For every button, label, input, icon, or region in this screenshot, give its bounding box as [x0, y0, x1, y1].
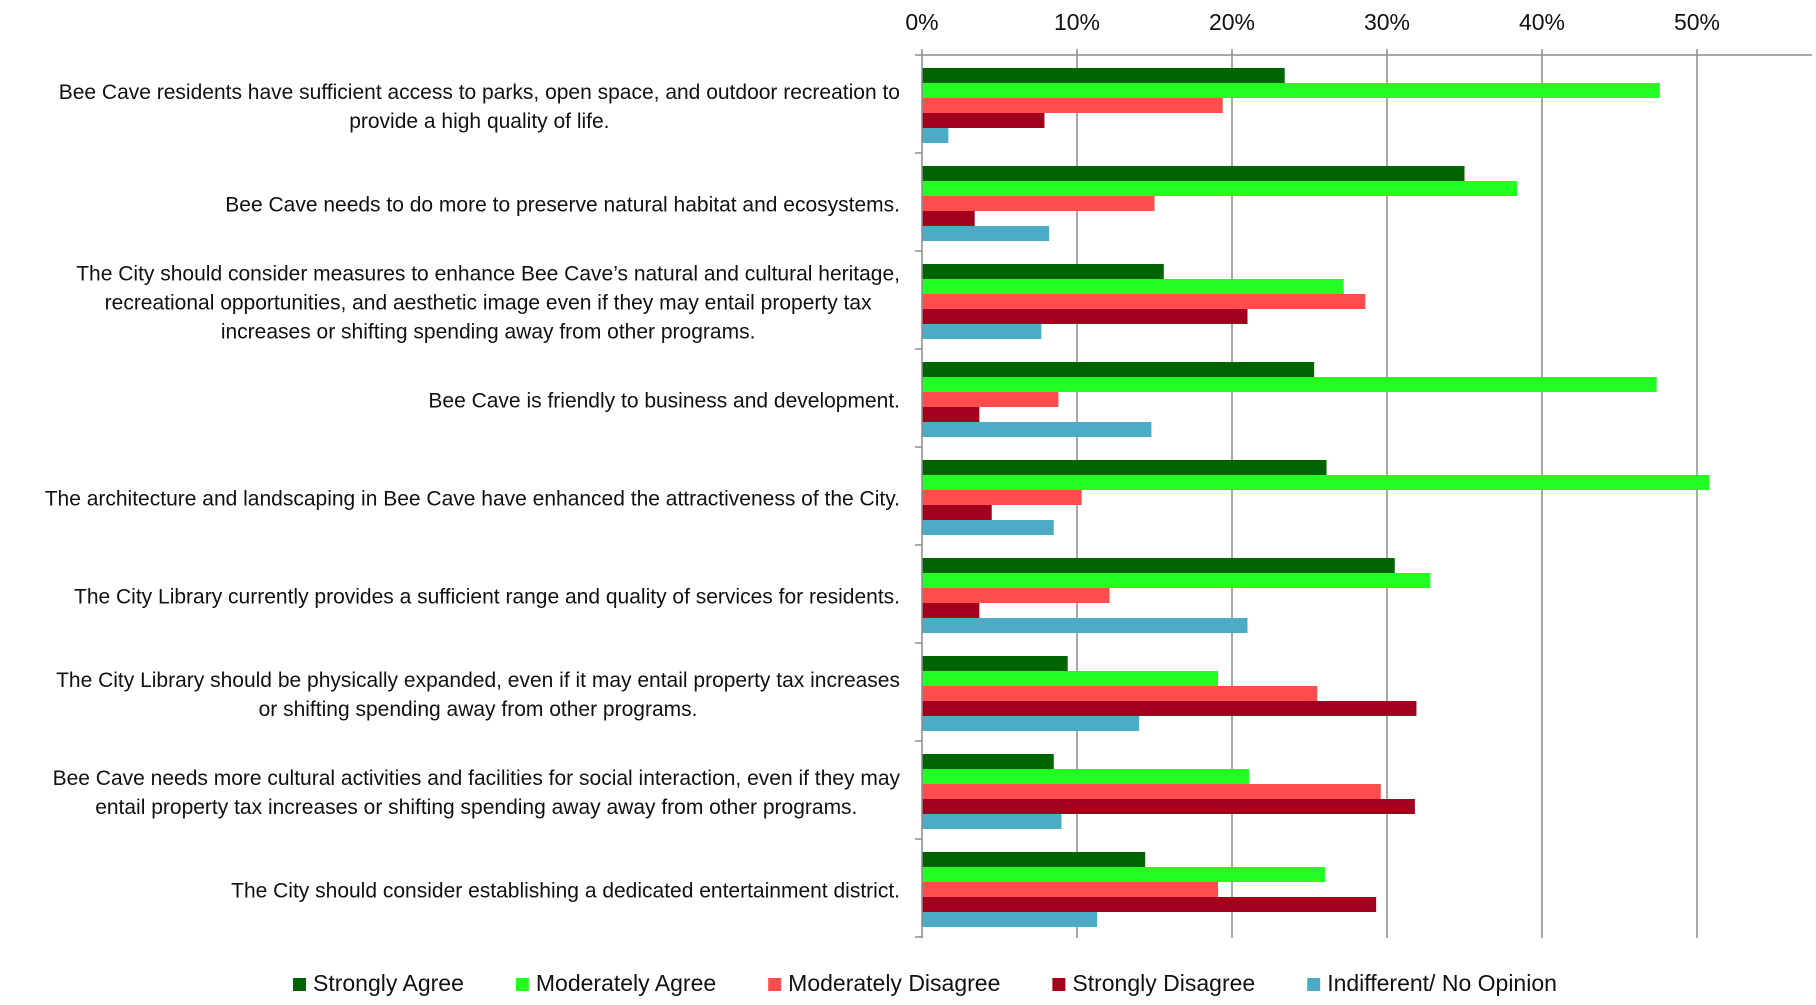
- legend: Strongly Agree Moderately Agree Moderately…: [293, 970, 1557, 996]
- bar: [922, 716, 1139, 731]
- category-label: The City Library currently provides a su…: [74, 586, 900, 609]
- x-tick-label: 40%: [1519, 9, 1565, 35]
- x-tick-label: 30%: [1364, 9, 1410, 35]
- category-label-line: or shifting spending away from other pro…: [259, 698, 698, 721]
- bars: [922, 68, 1710, 927]
- x-tick-label: 10%: [1054, 9, 1100, 35]
- category-label-line: The City should consider measures to enh…: [76, 263, 900, 286]
- legend-label: Strongly Agree: [313, 970, 464, 996]
- bar: [922, 475, 1710, 490]
- bar: [922, 573, 1431, 588]
- legend-item: Moderately Disagree: [768, 970, 1000, 996]
- axes: [915, 54, 1812, 938]
- x-tick-label: 50%: [1674, 9, 1720, 35]
- bar: [922, 83, 1660, 98]
- bar: [922, 377, 1657, 392]
- bar: [922, 264, 1164, 279]
- x-tick-label: 0%: [905, 9, 938, 35]
- category-label-line: Bee Cave is friendly to business and dev…: [428, 390, 900, 413]
- x-axis-ticks: 0% 10% 20% 30% 40% 50%: [905, 9, 1720, 35]
- category-label-line: Bee Cave residents have sufficient acces…: [59, 81, 900, 104]
- bar: [922, 324, 1042, 339]
- bar: [922, 784, 1381, 799]
- category-label: Bee Cave residents have sufficient acces…: [59, 81, 900, 133]
- legend-swatch: [515, 978, 529, 991]
- bar: [922, 671, 1219, 686]
- bar: [922, 166, 1465, 181]
- bar: [922, 912, 1098, 927]
- legend-swatch: [1052, 978, 1066, 991]
- legend-item: Moderately Agree: [515, 970, 716, 996]
- legend-label: Moderately Agree: [536, 970, 716, 996]
- category-label-line: Bee Cave needs more cultural activities …: [53, 767, 901, 790]
- category-label: Bee Cave is friendly to business and dev…: [428, 390, 900, 413]
- bar: [922, 226, 1050, 241]
- bar: [922, 701, 1417, 716]
- category-labels: Bee Cave residents have sufficient acces…: [45, 81, 901, 903]
- bar: [922, 490, 1082, 505]
- bar: [922, 460, 1327, 475]
- legend-swatch: [1307, 978, 1321, 991]
- category-label-line: increases or shifting spending away from…: [221, 321, 756, 344]
- category-label-line: The City should consider establishing a …: [231, 880, 900, 903]
- bar: [922, 520, 1054, 535]
- bar: [922, 181, 1518, 196]
- category-label-line: The City Library should be physically ex…: [56, 669, 900, 692]
- bar: [922, 68, 1285, 83]
- category-label: The City should consider establishing a …: [231, 880, 900, 903]
- bar: [922, 754, 1054, 769]
- category-label-line: recreational opportunities, and aestheti…: [105, 292, 872, 315]
- bar: [922, 113, 1045, 128]
- bar: [922, 407, 980, 422]
- bar: [922, 588, 1110, 603]
- legend-item: Strongly Agree: [293, 970, 464, 996]
- bar: [922, 558, 1395, 573]
- category-label-line: Bee Cave needs to do more to preserve na…: [225, 194, 900, 217]
- category-label: The City should consider measures to enh…: [76, 263, 900, 344]
- category-label: Bee Cave needs to do more to preserve na…: [225, 194, 900, 217]
- bar: [922, 882, 1219, 897]
- category-label: Bee Cave needs more cultural activities …: [53, 767, 901, 819]
- category-label-line: entail property tax increases or shiftin…: [95, 796, 857, 819]
- bar: [922, 814, 1062, 829]
- category-label-line: provide a high quality of life.: [349, 110, 609, 133]
- category-label: The architecture and landscaping in Bee …: [45, 488, 900, 511]
- legend-label: Strongly Disagree: [1072, 970, 1255, 996]
- category-label: The City Library should be physically ex…: [56, 669, 900, 721]
- legend-item: Indifferent/ No Opinion: [1307, 970, 1557, 996]
- bar: [922, 422, 1152, 437]
- bar: [922, 309, 1248, 324]
- legend-item: Strongly Disagree: [1052, 970, 1255, 996]
- bar: [922, 603, 980, 618]
- bar: [922, 98, 1223, 113]
- x-tick-label: 20%: [1209, 9, 1255, 35]
- legend-swatch: [768, 978, 782, 991]
- bar: [922, 362, 1315, 377]
- bar: [922, 867, 1325, 882]
- bar: [922, 211, 975, 226]
- bar: [922, 196, 1155, 211]
- legend-swatch: [293, 978, 306, 991]
- bar: [922, 852, 1146, 867]
- bar: [922, 897, 1377, 912]
- category-label-line: The architecture and landscaping in Bee …: [45, 488, 900, 511]
- bar: [922, 799, 1415, 814]
- bar: [922, 505, 992, 520]
- bar: [922, 686, 1318, 701]
- bar: [922, 279, 1344, 294]
- bar: [922, 294, 1366, 309]
- bar: [922, 392, 1059, 407]
- category-label-line: The City Library currently provides a su…: [74, 586, 900, 609]
- bar: [922, 618, 1248, 633]
- legend-label: Indifferent/ No Opinion: [1327, 970, 1557, 996]
- bar: [922, 769, 1250, 784]
- bar: [922, 656, 1068, 671]
- legend-label: Moderately Disagree: [788, 970, 1000, 996]
- bar: [922, 128, 949, 143]
